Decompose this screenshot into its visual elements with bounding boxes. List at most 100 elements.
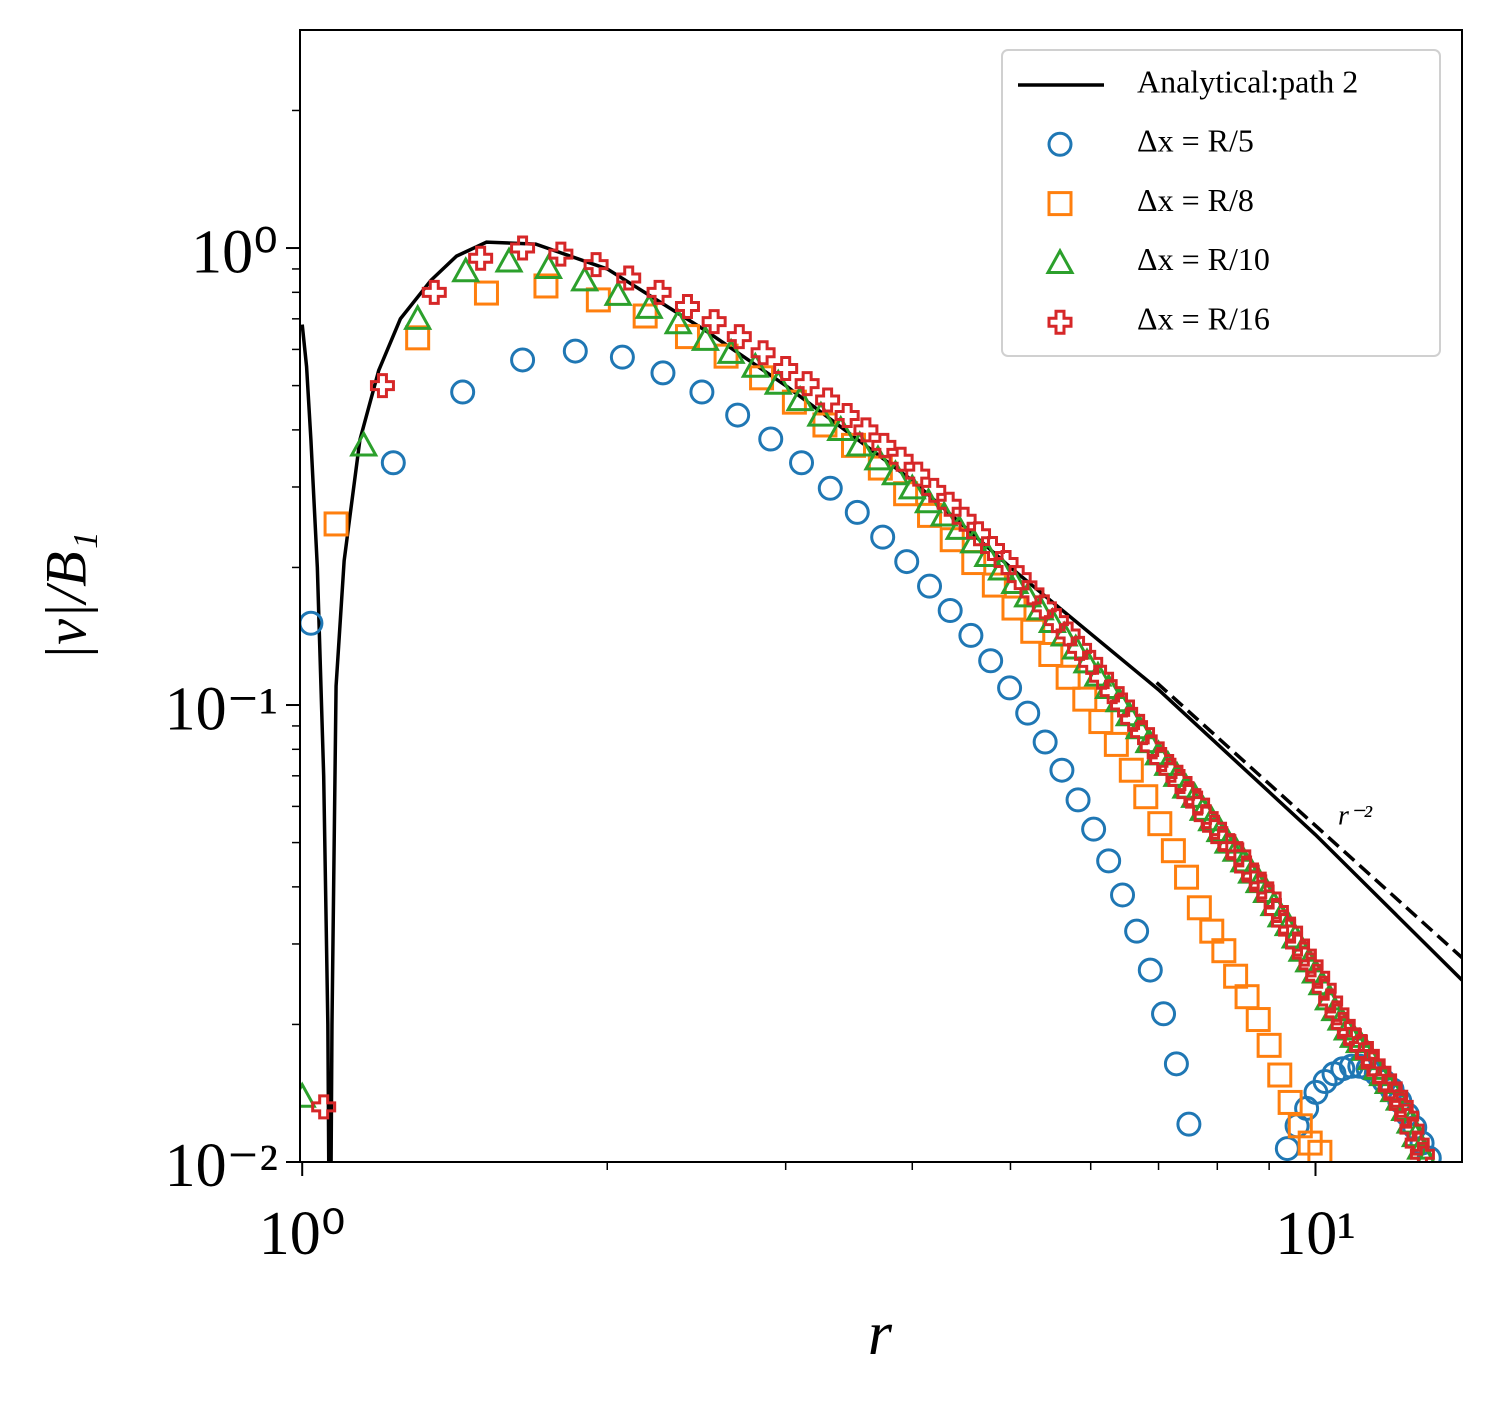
legend-label: Δx = R/5 bbox=[1137, 123, 1254, 159]
marker-plus bbox=[1158, 757, 1184, 783]
marker-square bbox=[1072, 686, 1098, 712]
marker-triangle bbox=[863, 444, 893, 471]
marker-plus bbox=[1167, 769, 1193, 795]
marker-triangle bbox=[603, 279, 633, 306]
marker-plus bbox=[1271, 909, 1297, 935]
marker-circle bbox=[609, 344, 635, 370]
marker-plus bbox=[1409, 1141, 1435, 1162]
marker-square bbox=[533, 273, 559, 299]
marker-plus bbox=[794, 371, 820, 397]
marker-circle bbox=[1163, 1051, 1189, 1077]
marker-square bbox=[1256, 1032, 1282, 1058]
marker-square bbox=[1174, 864, 1200, 890]
marker-circle bbox=[725, 402, 751, 428]
marker-circle bbox=[1047, 131, 1073, 157]
marker-triangle bbox=[785, 384, 815, 412]
marker-square bbox=[1307, 1139, 1333, 1162]
marker-square bbox=[1267, 1062, 1293, 1088]
marker-circle bbox=[510, 347, 536, 373]
y-tick-label: 10⁰ bbox=[191, 218, 278, 286]
marker-triangle bbox=[973, 540, 1003, 567]
marker-triangle bbox=[806, 400, 836, 427]
marker-circle bbox=[1176, 1111, 1202, 1137]
marker-triangle bbox=[845, 430, 875, 457]
marker-circle bbox=[789, 450, 815, 476]
marker-plus bbox=[1249, 874, 1275, 900]
plot-area bbox=[300, 235, 1462, 1162]
marker-square bbox=[1147, 811, 1173, 837]
marker-plus bbox=[1149, 746, 1175, 772]
marker-triangle bbox=[944, 513, 974, 540]
marker-plus bbox=[1388, 1092, 1414, 1118]
marker-triangle bbox=[987, 554, 1017, 581]
marker-plus bbox=[871, 432, 897, 458]
marker-square bbox=[1055, 664, 1081, 690]
marker-circle bbox=[380, 450, 406, 476]
marker-square bbox=[1088, 709, 1114, 735]
marker-plus bbox=[421, 279, 447, 305]
marker-triangle bbox=[451, 256, 481, 283]
marker-plus bbox=[468, 245, 494, 271]
marker-triangle bbox=[897, 473, 927, 500]
marker-square bbox=[1103, 731, 1129, 757]
marker-plus bbox=[1099, 679, 1125, 705]
marker-plus bbox=[1278, 918, 1304, 944]
marker-circle bbox=[758, 426, 784, 452]
marker-plus bbox=[1234, 855, 1260, 881]
marker-triangle bbox=[1045, 247, 1075, 274]
marker-square bbox=[473, 280, 499, 306]
marker-circle bbox=[1151, 1001, 1177, 1027]
marker-circle bbox=[300, 610, 324, 636]
marker-triangle bbox=[716, 337, 746, 364]
marker-plus bbox=[1241, 864, 1267, 890]
marker-circle bbox=[689, 379, 715, 405]
marker-circle bbox=[650, 360, 676, 386]
marker-circle bbox=[562, 338, 588, 364]
marker-plus bbox=[1139, 734, 1165, 760]
marker-circle bbox=[844, 499, 870, 525]
marker-plus bbox=[1043, 608, 1069, 634]
legend: Analytical:path 2 Δx = R/5 Δx = R/8 Δx = R/… bbox=[1001, 49, 1441, 357]
marker-triangle bbox=[533, 252, 564, 279]
marker-square bbox=[1001, 595, 1027, 621]
marker-triangle bbox=[634, 292, 664, 319]
marker-triangle bbox=[763, 368, 793, 395]
marker-plus bbox=[548, 241, 574, 267]
legend-label: Analytical:path 2 bbox=[1137, 63, 1358, 99]
marker-plus bbox=[853, 417, 879, 443]
marker-circle bbox=[937, 598, 963, 624]
marker-triangle bbox=[403, 303, 433, 330]
marker-triangle bbox=[690, 324, 720, 351]
marker-triangle bbox=[300, 1081, 317, 1108]
marker-square bbox=[781, 389, 807, 415]
marker-triangle bbox=[959, 527, 989, 554]
marker-circle bbox=[1049, 757, 1075, 783]
marker-square bbox=[713, 343, 739, 369]
marker-plus bbox=[510, 235, 536, 261]
y-axis-label: |v|/B₁ bbox=[33, 531, 98, 660]
marker-square bbox=[917, 502, 943, 528]
marker-circle bbox=[978, 648, 1004, 674]
marker-plus bbox=[1226, 842, 1252, 868]
marker-plus bbox=[1298, 952, 1324, 978]
marker-circle bbox=[1032, 729, 1058, 755]
marker-plus bbox=[1383, 1082, 1409, 1108]
marker-square bbox=[1133, 784, 1159, 810]
marker-plus bbox=[1291, 941, 1317, 967]
marker-plus bbox=[1311, 975, 1337, 1001]
legend-frame bbox=[1001, 49, 1441, 357]
marker-circle bbox=[1015, 700, 1041, 726]
legend-label: Δx = R/8 bbox=[1137, 182, 1254, 218]
y-tick-label: 10⁻¹ bbox=[165, 675, 278, 743]
marker-circle bbox=[450, 379, 476, 405]
reference-label: r⁻² bbox=[1338, 800, 1373, 831]
marker-plus bbox=[1354, 1041, 1380, 1067]
marker-plus bbox=[726, 324, 752, 350]
marker-plus bbox=[646, 279, 672, 305]
marker-triangle bbox=[826, 414, 856, 441]
marker-plus bbox=[369, 373, 395, 399]
marker-square bbox=[1118, 757, 1144, 783]
legend-label: Δx = R/10 bbox=[1137, 241, 1270, 277]
marker-plus bbox=[888, 446, 914, 472]
